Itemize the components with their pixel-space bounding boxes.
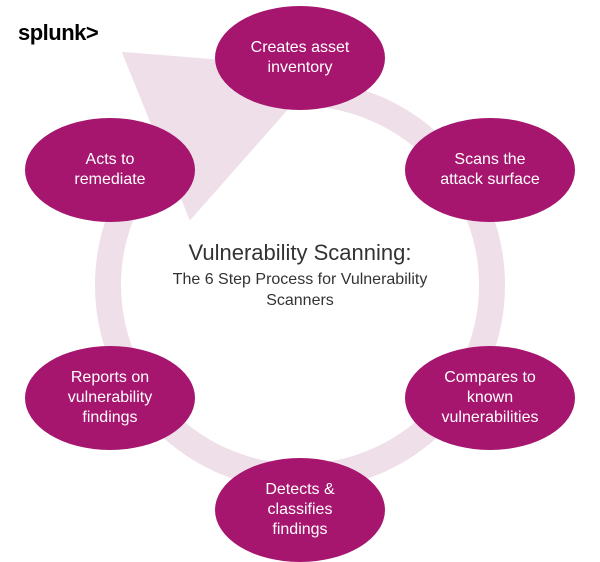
center-subtitle: The 6 Step Process for Vulnerability Sca… bbox=[160, 270, 440, 312]
cycle-node-label: Scans theattack surface bbox=[440, 150, 540, 190]
center-title: Vulnerability Scanning: bbox=[160, 240, 440, 266]
diagram-center: Vulnerability Scanning: The 6 Step Proce… bbox=[160, 240, 440, 312]
cycle-node-3: Compares toknownvulnerabilities bbox=[405, 346, 575, 450]
cycle-node-label: Reports onvulnerabilityfindings bbox=[68, 368, 152, 428]
cycle-node-label: Creates assetinventory bbox=[251, 38, 350, 78]
cycle-node-2: Scans theattack surface bbox=[405, 118, 575, 222]
cycle-node-6: Acts toremediate bbox=[25, 118, 195, 222]
cycle-diagram: Vulnerability Scanning: The 6 Step Proce… bbox=[0, 0, 600, 552]
cycle-node-4: Detects &classifiesfindings bbox=[215, 458, 385, 562]
cycle-node-label: Acts toremediate bbox=[74, 150, 145, 190]
cycle-node-label: Detects &classifiesfindings bbox=[265, 480, 334, 540]
cycle-node-5: Reports onvulnerabilityfindings bbox=[25, 346, 195, 450]
cycle-node-label: Compares toknownvulnerabilities bbox=[442, 368, 539, 428]
cycle-node-1: Creates assetinventory bbox=[215, 6, 385, 110]
